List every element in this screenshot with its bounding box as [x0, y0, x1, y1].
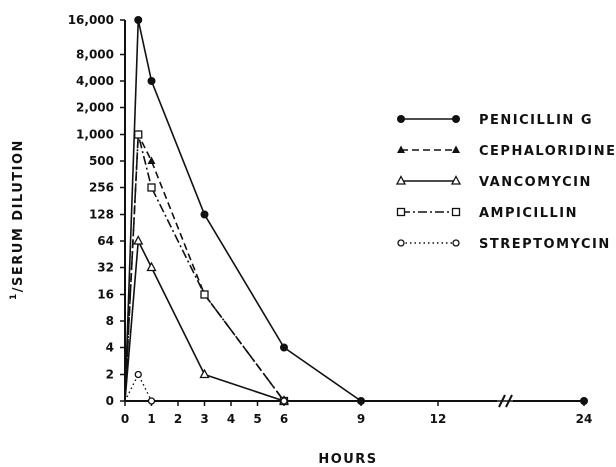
- y-axis-title-superscript: 1: [9, 292, 19, 300]
- data-point-vancomycin: [199, 368, 210, 379]
- data-point-vancomycin: [146, 261, 157, 272]
- x-tick-label: 2: [174, 412, 182, 426]
- data-point-vancomycin: [133, 235, 144, 245]
- legend-marker-ampicillin: [451, 207, 461, 217]
- x-tick-label: 3: [200, 412, 208, 426]
- data-point-ampicillin: [134, 130, 143, 139]
- legend-marker-penicillin-g: [452, 115, 460, 123]
- y-tick-label: 8,000: [76, 48, 114, 62]
- legend-marker-streptomycin: [452, 239, 460, 247]
- x-axis-title: HOURS: [318, 452, 377, 467]
- legend-label-penicillin-g: PENICILLIN G: [479, 113, 593, 128]
- x-tick-labels: 0 1 2 3 4 5 6 9 12 24: [121, 412, 593, 426]
- y-tick-label: 500: [89, 154, 114, 168]
- y-tick-labels: 0 2 4 8 16 32 64 128 256 500 1,000 2,000 4,000 8,000 1…: [68, 13, 114, 408]
- y-tick-label: 256: [89, 181, 114, 195]
- legend-marker-cephaloridine: [452, 145, 460, 153]
- y-tick-label: 4,000: [76, 74, 114, 88]
- data-point-streptomycin: [280, 397, 288, 405]
- data-point-cephaloridine: [147, 156, 156, 164]
- x-tick-label: 6: [280, 412, 288, 426]
- y-tick-label: 1,000: [76, 128, 114, 142]
- legend-marker-vancomycin: [450, 175, 462, 185]
- y-axis-title-main: /SERUM DILUTION: [11, 139, 26, 292]
- series-layer: [124, 16, 588, 406]
- y-tick-label: 0: [106, 394, 114, 408]
- series-line-ampicillin: [124, 134, 285, 402]
- legend-label-streptomycin: STREPTOMYCIN: [479, 237, 611, 252]
- legend-marker-ampicillin: [396, 207, 406, 217]
- legend-marker-vancomycin: [395, 175, 407, 185]
- data-point-penicillin-g: [580, 397, 588, 405]
- data-point-streptomycin: [147, 397, 156, 405]
- data-point-ampicillin: [200, 290, 209, 299]
- x-tick-label: 0: [121, 412, 129, 426]
- data-point-penicillin-g: [147, 77, 156, 85]
- y-tick-label: 2: [106, 368, 114, 382]
- data-point-penicillin-g: [357, 397, 365, 405]
- y-tick-label: 4: [106, 341, 114, 355]
- legend-entry-vancomycin: VANCOMYCIN: [395, 175, 592, 190]
- legend: PENICILLIN G CEPHALORIDINE VANCOMYCIN AMPIC…: [395, 113, 616, 252]
- y-tick-label: 8: [106, 314, 114, 328]
- series-streptomycin: [124, 370, 288, 405]
- legend-entry-streptomycin: STREPTOMYCIN: [397, 237, 611, 252]
- x-tick-label: 5: [253, 412, 261, 426]
- series-line-streptomycin: [124, 372, 284, 402]
- legend-entry-cephaloridine: CEPHALORIDINE: [397, 144, 616, 159]
- y-tick-label: 128: [89, 208, 114, 222]
- legend-label-ampicillin: AMPICILLIN: [479, 206, 578, 221]
- legend-entry-ampicillin: AMPICILLIN: [396, 206, 578, 221]
- legend-marker-streptomycin: [397, 239, 405, 247]
- x-tick-label: 24: [576, 412, 593, 426]
- series-vancomycin: [124, 235, 290, 405]
- y-tick-label: 32: [97, 261, 114, 275]
- x-tick-label: 1: [147, 412, 155, 426]
- data-point-penicillin-g: [134, 16, 143, 24]
- x-tick-label: 9: [357, 412, 365, 426]
- legend-label-cephaloridine: CEPHALORIDINE: [479, 144, 616, 159]
- series-penicillin-g: [124, 16, 588, 405]
- legend-label-vancomycin: VANCOMYCIN: [479, 175, 592, 190]
- data-point-penicillin-g: [200, 210, 209, 219]
- y-axis-title: 1/SERUM DILUTION: [9, 139, 26, 300]
- y-tick-label: 2,000: [76, 101, 114, 115]
- legend-entry-penicillin-g: PENICILLIN G: [397, 113, 593, 128]
- data-point-ampicillin: [147, 183, 156, 192]
- x-tick-label: 12: [430, 412, 447, 426]
- x-tick-label: 4: [227, 412, 235, 426]
- data-point-penicillin-g: [280, 343, 288, 352]
- legend-marker-penicillin-g: [397, 115, 405, 123]
- data-point-streptomycin: [134, 370, 142, 379]
- y-tick-label: 16,000: [68, 13, 114, 27]
- y-axis-title-group: 1/SERUM DILUTION: [9, 139, 26, 300]
- y-tick-label: 64: [97, 234, 114, 248]
- y-tick-label: 16: [97, 288, 114, 302]
- legend-marker-cephaloridine: [397, 145, 405, 153]
